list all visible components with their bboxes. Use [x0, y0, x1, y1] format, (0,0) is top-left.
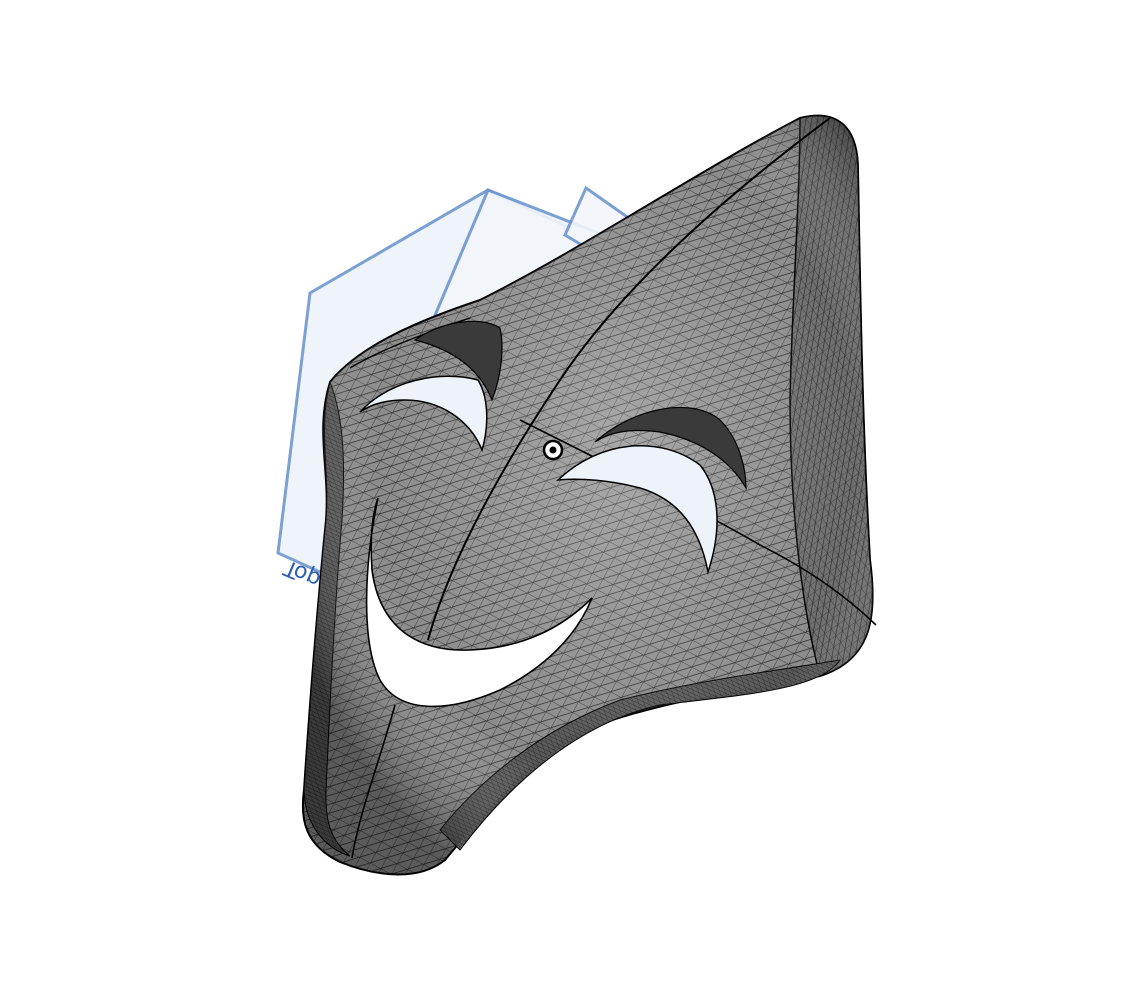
- mask-lower-seam: [351, 704, 396, 859]
- mask-solid-body[interactable]: [301, 114, 877, 876]
- left-eye-cutout[interactable]: [359, 320, 503, 453]
- right-eye-cutout[interactable]: [555, 406, 747, 575]
- origin-icon[interactable]: [542, 439, 564, 461]
- mask-ridge-edge: [427, 117, 831, 641]
- mask-crease-edge: [519, 419, 877, 626]
- mouth-cutout[interactable]: [365, 497, 593, 708]
